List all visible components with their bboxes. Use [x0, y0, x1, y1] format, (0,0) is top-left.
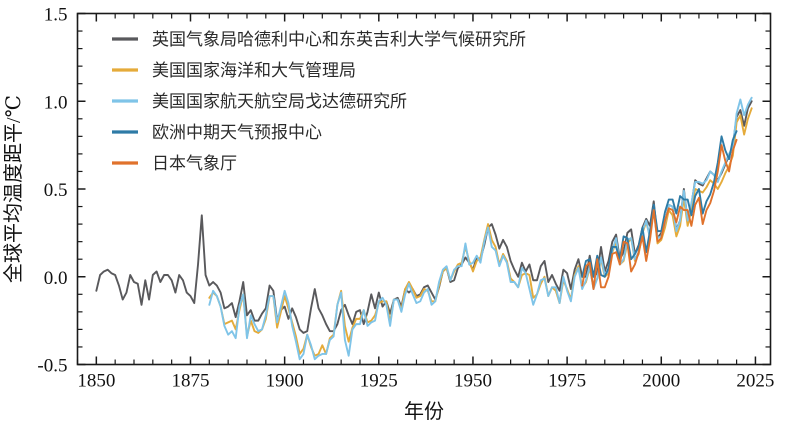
y-tick-label: 1.5: [44, 5, 68, 26]
axes-group: [76, 12, 772, 366]
y-axis-title: 全球平均温度距平/℃: [2, 95, 25, 283]
legend-label-3: 欧洲中期天气预报中心: [152, 123, 322, 142]
legend-group: 英国气象局哈德利中心和东英吉利大学气候研究所美国国家海洋和大气管理局美国国家航天…: [112, 30, 526, 173]
legend-label-2: 美国国家航天航空局戈达德研究所: [152, 92, 407, 111]
series-group: [95, 96, 753, 361]
x-tick-label: 1975: [548, 371, 586, 392]
y-tick-label: 1.0: [44, 92, 68, 113]
x-axis-title: 年份: [404, 400, 444, 423]
x-tick-label: 1950: [454, 371, 492, 392]
y-tick-label: 0.5: [44, 180, 68, 201]
x-tick-label: 1925: [360, 371, 398, 392]
y-tick-label: -0.5: [37, 356, 67, 377]
legend-label-1: 美国国家海洋和大气管理局: [152, 61, 356, 80]
axis-titles-group: 年份 全球平均温度距平/℃: [2, 95, 444, 423]
x-tick-label: 1900: [266, 371, 304, 392]
legend-label-0: 英国气象局哈德利中心和东英吉利大学气候研究所: [152, 30, 526, 49]
x-tick-label: 2025: [736, 371, 774, 392]
legend-label-4: 日本气象厅: [152, 154, 237, 173]
x-tick-label: 2000: [642, 371, 680, 392]
tick-labels-group: 1850 1875 1900 1925 1950 1975 2000 2025 -0.5 0.0 0…: [37, 5, 774, 392]
series-line-4: [581, 138, 738, 290]
x-tick-label: 1850: [77, 371, 115, 392]
x-tick-label: 1875: [171, 371, 209, 392]
y-tick-label: 0.0: [44, 268, 68, 289]
series-line-3: [581, 130, 738, 278]
